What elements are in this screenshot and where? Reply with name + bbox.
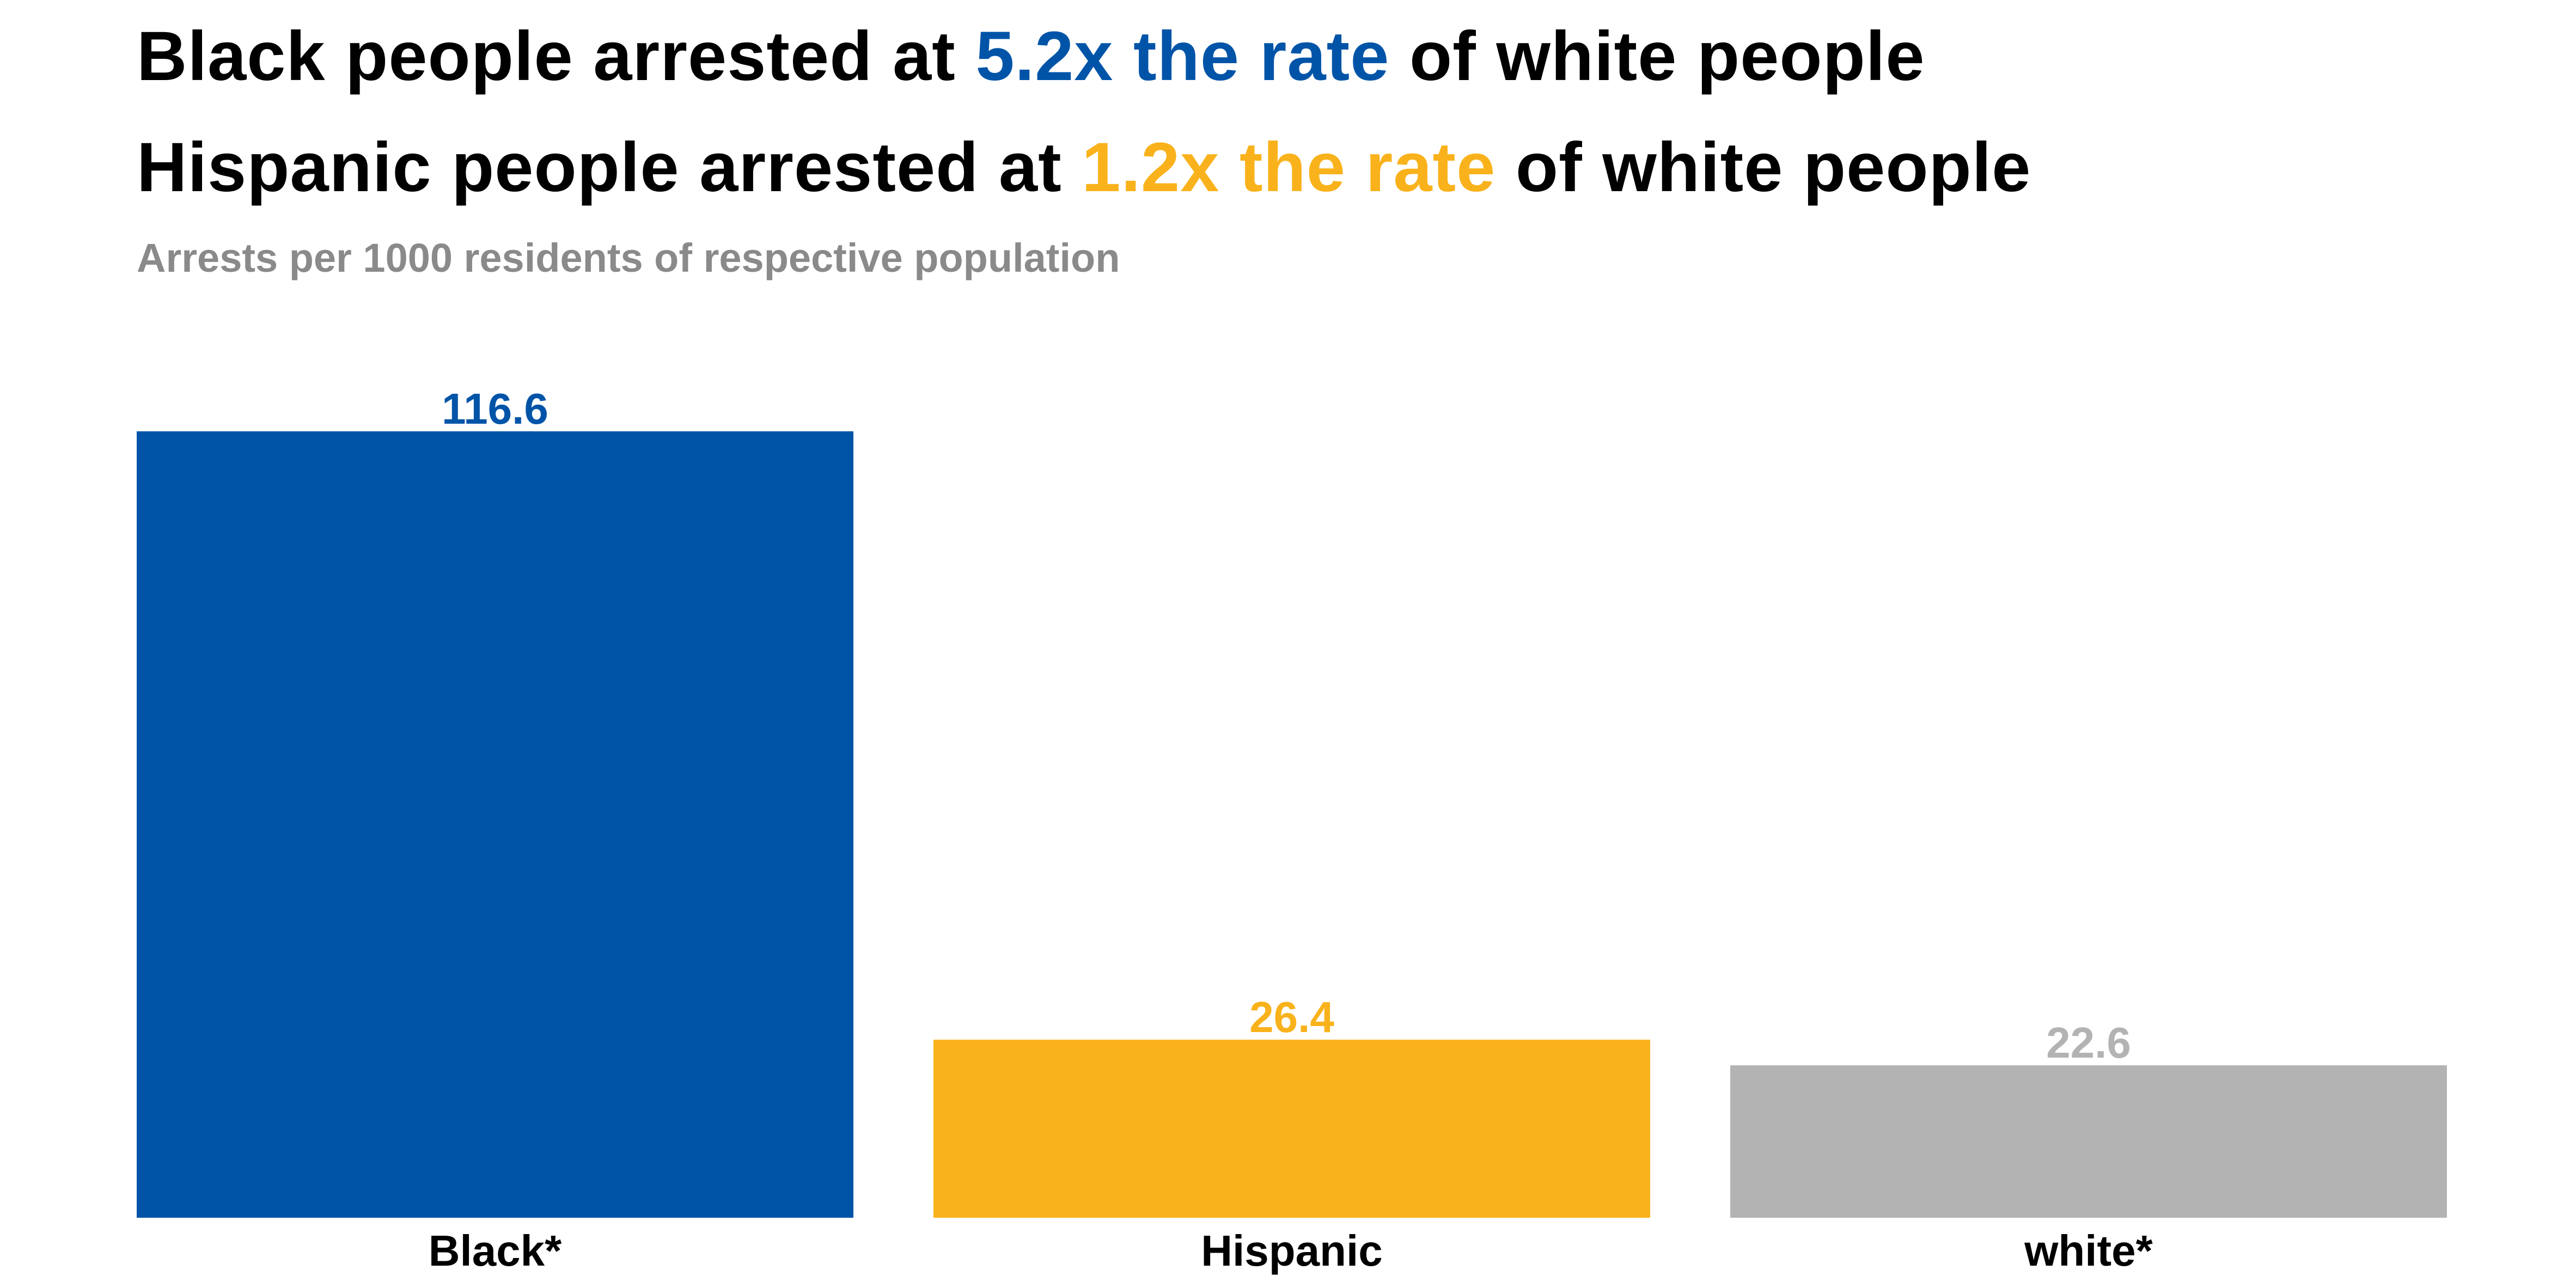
category-label: white* — [2024, 1226, 2153, 1275]
bar-hispanic — [933, 1040, 1650, 1218]
title-line-1-highlight: 5.2x the rate — [975, 17, 1390, 95]
title-line-2-highlight: 1.2x the rate — [1082, 129, 1496, 206]
bar-value-label: 22.6 — [2046, 1018, 2131, 1067]
category-label: Black* — [429, 1226, 562, 1275]
title-line-2-after: of white people — [1495, 129, 2031, 206]
chart-subtitle: Arrests per 1000 residents of respective… — [137, 235, 1120, 280]
bar-value-label: 116.6 — [442, 384, 548, 433]
title-line-1-before: Black people arrested at — [137, 17, 976, 95]
bar-white — [1730, 1065, 2447, 1218]
chart-title-line-1: Black people arrested at 5.2x the rate o… — [137, 22, 1925, 91]
bar-value-label: 26.4 — [1249, 993, 1334, 1041]
bar-black — [137, 431, 853, 1218]
category-label: Hispanic — [1201, 1226, 1382, 1275]
chart-title-line-2: Hispanic people arrested at 1.2x the rat… — [137, 133, 2031, 203]
title-line-2-before: Hispanic people arrested at — [137, 129, 1082, 206]
title-line-1-after: of white people — [1389, 17, 1925, 95]
